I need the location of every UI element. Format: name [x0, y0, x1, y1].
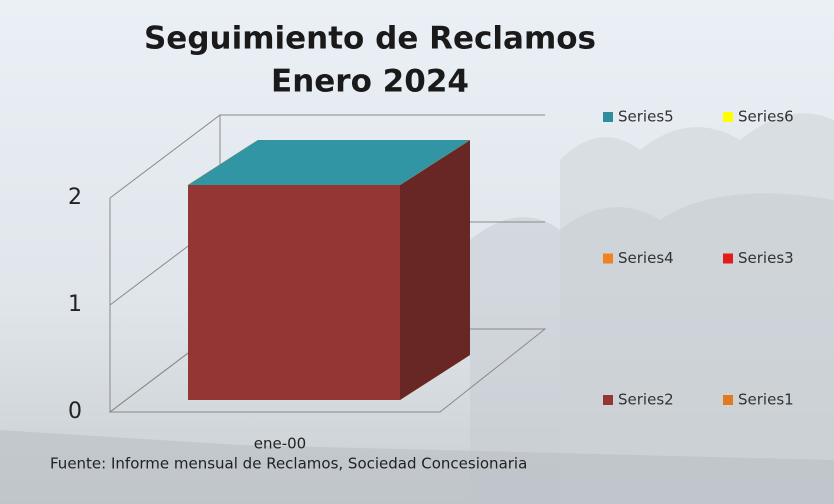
legend-swatch — [603, 395, 613, 405]
y-tick-label: 1 — [68, 292, 82, 317]
chart-title: Seguimiento de Reclamos — [144, 21, 596, 57]
bar-top — [188, 140, 470, 185]
legend-swatch — [603, 112, 613, 122]
legend-swatch — [723, 112, 733, 122]
legend-label: Series4 — [618, 249, 674, 267]
legend-label: Series5 — [618, 108, 674, 126]
bar-side — [400, 140, 470, 400]
y-tick-label: 0 — [68, 399, 82, 424]
ground — [0, 430, 834, 504]
legend-label: Series3 — [738, 249, 794, 267]
legend-swatch — [603, 253, 613, 264]
source-note: Fuente: Informe mensual de Reclamos, Soc… — [50, 455, 527, 473]
chart-subtitle: Enero 2024 — [271, 64, 469, 100]
legend-label: Series2 — [618, 391, 674, 409]
plot: 0 1 2 ene-00 Series5 Series6 Series4 Series3 Ser… — [68, 108, 794, 453]
legend-label: Series1 — [738, 391, 794, 409]
x-tick-label: ene-00 — [254, 435, 306, 453]
y-tick-label: 2 — [68, 185, 82, 210]
legend-swatch — [723, 253, 733, 264]
legend-swatch — [723, 395, 733, 405]
bar-front — [188, 185, 400, 400]
grid-line — [109, 114, 545, 199]
building — [470, 193, 834, 504]
legend-label: Series6 — [738, 108, 794, 126]
